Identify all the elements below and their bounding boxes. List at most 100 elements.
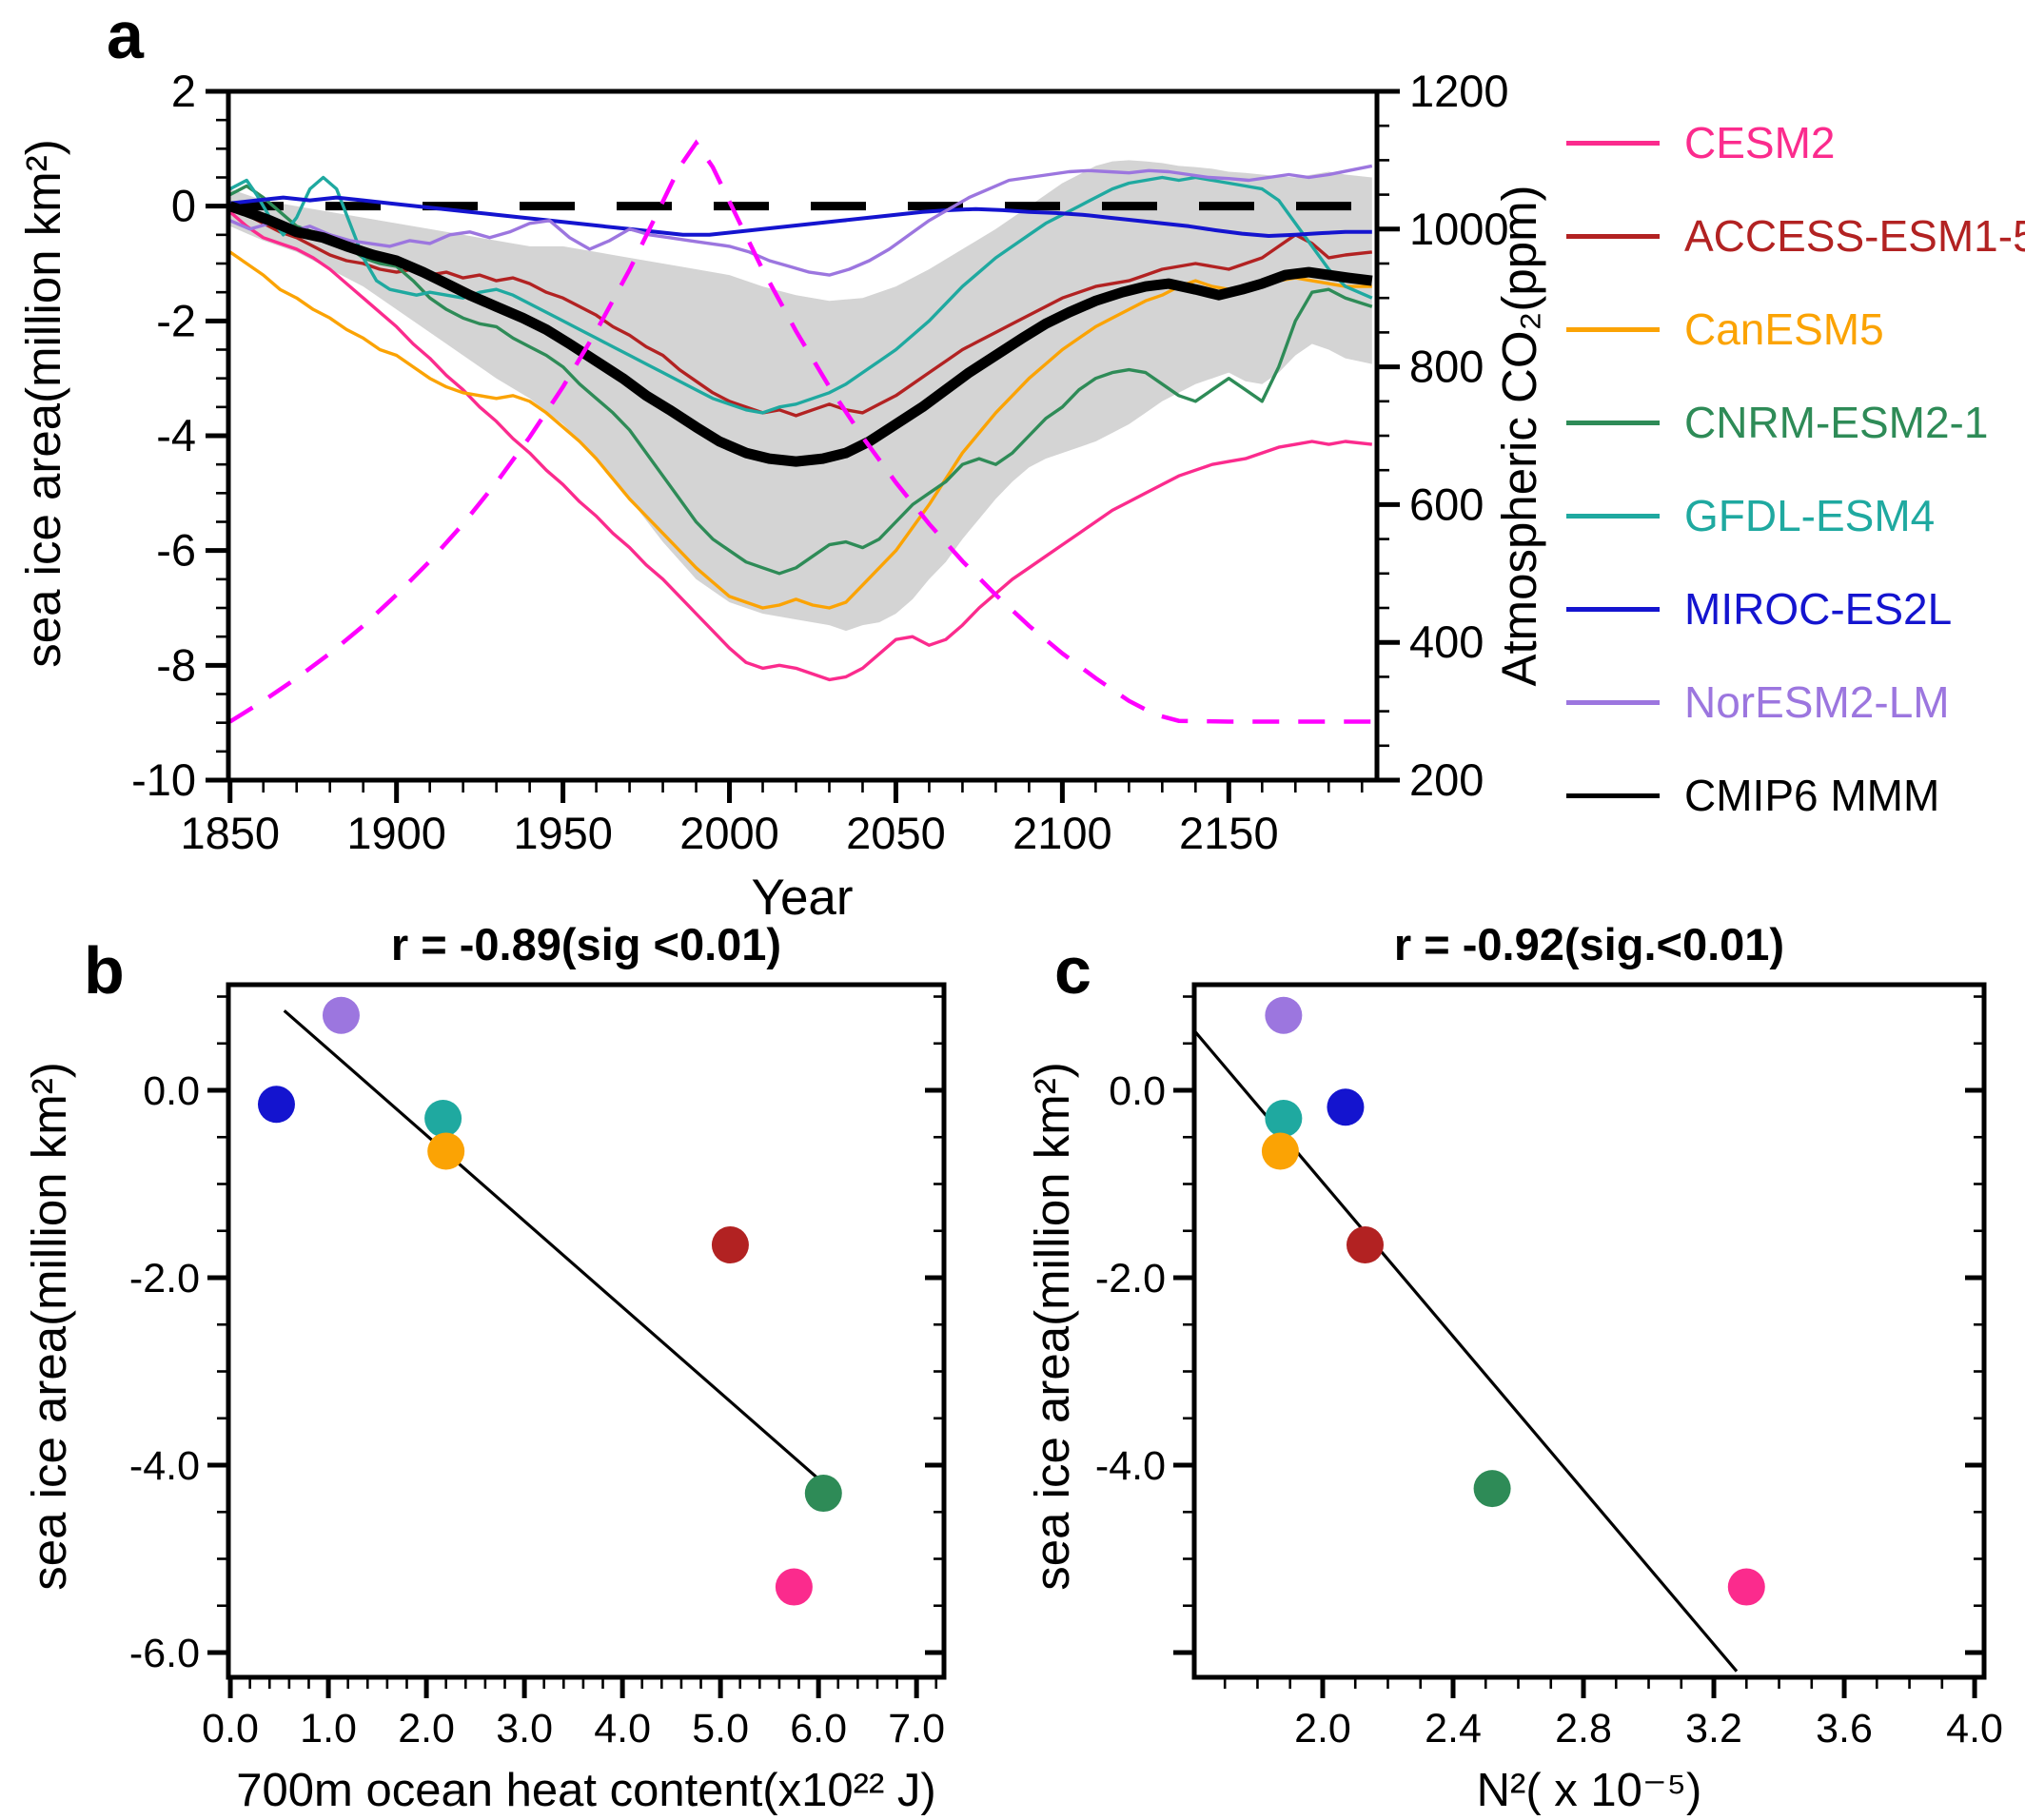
scatter-point-gfdl-esm4 [1265,1100,1303,1138]
scatter-point-miroc-es2l [1327,1088,1365,1126]
panel-a-y-axis-label: sea ice area(million km²) [16,139,70,668]
legend-item-cmip6-mmm: CMIP6 MMM [1566,749,2025,842]
model-spread-envelope [229,160,1372,632]
x-tick-label: 2.0 [1294,1706,1351,1752]
x-tick-label: 0.0 [202,1706,259,1752]
a-y-tick-label: 2 [171,66,196,116]
scatter-point-cnrm-esm2-1 [1473,1470,1511,1508]
a-y-tick-label: 0 [171,181,196,231]
scatter-point-noresm2-lm [322,996,360,1034]
panel-a-x-axis-label: Year [751,870,854,926]
panel-b-letter: b [84,933,125,1008]
x-tick-label: 2.4 [1425,1706,1482,1752]
legend-item-access-esm1-5: ACCESS-ESM1-5 [1566,189,2025,283]
a-x-tick-label: 2100 [1012,808,1112,858]
legend-label: NorESM2-LM [1684,677,1950,727]
a-y-tick-label: -8 [156,639,196,690]
scatter-point-access-esm1-5 [1346,1226,1384,1264]
y-tick-label: 0.0 [143,1068,200,1114]
a-x-tick-label: 1850 [180,808,280,858]
a-y-tick-label: -2 [156,295,196,345]
panel-frame [226,982,947,1680]
series-line-cesm2 [228,210,1372,682]
a-y-tick-label: -6 [156,525,196,576]
series-line-miroc-es2l [229,195,1372,238]
panel-a-y2-axis-label: Atmospheric CO₂(ppm) [1492,185,1546,687]
panel-b-plot: 0.0 1.0 2.0 3.0 4.0 5.0 6.0 7.0 0.0 -2.0 -4.0 -6.0 [129,982,947,1752]
legend-label: MIROC-ES2L [1684,584,1953,634]
a-x-tick-label: 1900 [346,808,446,858]
panel-a-letter: a [107,0,144,72]
series-line-noresm2-lm [229,164,1373,277]
a-y2-tick-label: 800 [1409,342,1484,392]
panel-frame [1191,982,1987,1680]
panel-a-plot: 1850 1900 1950 2000 2050 2100 2150 2 0 -2 -4 -6 -8 -1… [131,66,1509,858]
a-y2-tick-label: 400 [1409,616,1484,667]
panel-b-x-axis-label: 700m ocean heat content(x10²² J) [236,1765,936,1816]
legend-line-swatch [1566,793,1660,798]
a-y2-tick-label: 1000 [1409,204,1509,254]
panel-c-title: r = -0.92(sig.<0.01) [1393,919,1785,969]
legend-line-swatch [1566,233,1660,239]
scatter-point-gfdl-esm4 [424,1100,462,1138]
legend-label: CESM2 [1684,118,1836,167]
panel-b-y-axis-label: sea ice area(million km²) [22,1062,76,1591]
scatter-point-noresm2-lm [1265,996,1303,1034]
scatter-point-cnrm-esm2-1 [804,1475,842,1513]
scatter-point-miroc-es2l [257,1086,295,1124]
a-y-tick-label: -10 [131,754,196,805]
x-tick-label: 3.0 [496,1706,553,1752]
x-tick-label: 1.0 [300,1706,357,1752]
x-tick-label: 7.0 [888,1706,945,1752]
a-x-tick-label: 2150 [1179,808,1279,858]
a-y2-tick-label: 200 [1409,754,1484,805]
regression-line [283,1009,828,1487]
a-x-tick-label: 2050 [846,808,946,858]
a-y-tick-label: -4 [156,410,196,460]
legend-label: CanESM5 [1684,304,1884,354]
legend-line-swatch [1566,326,1660,332]
y-tick-label: -4.0 [129,1443,200,1489]
y-tick-label: 0.0 [1109,1068,1166,1114]
x-tick-label: 3.2 [1685,1706,1742,1752]
legend-item-canesm5: CanESM5 [1566,283,2025,376]
scatter-point-cesm2 [775,1568,813,1606]
x-tick-label: 4.0 [594,1706,651,1752]
x-tick-label: 2.8 [1555,1706,1612,1752]
a-y2-tick-label: 1200 [1409,66,1509,116]
panel-c-letter: c [1054,933,1091,1008]
legend-label: CNRM-ESM2-1 [1684,398,1989,447]
x-tick-label: 5.0 [692,1706,749,1752]
x-tick-label: 3.6 [1816,1706,1873,1752]
y-tick-label: -6.0 [129,1631,200,1676]
legend-item-cesm2: CESM2 [1566,96,2025,189]
legend-line-swatch [1566,606,1660,612]
series-line-gfdl-esm4 [228,175,1373,415]
a-x-tick-label: 1950 [513,808,613,858]
co2-concentration-line [228,139,1372,724]
legend: CESM2 ACCESS-ESM1-5 CanESM5 CNRM-ESM2-1 GFDL… [1566,96,2025,842]
x-tick-label: 2.0 [398,1706,455,1752]
scatter-point-canesm5 [427,1132,465,1170]
legend-line-swatch [1566,699,1660,705]
y-tick-label: -2.0 [1095,1256,1166,1301]
series-line-cnrm-esm2-1 [228,184,1373,576]
y-tick-label: -2.0 [129,1256,200,1301]
panel-c-x-axis-label: N²( x 10⁻⁵) [1476,1765,1702,1816]
legend-item-cnrm-esm2-1: CNRM-ESM2-1 [1566,376,2025,469]
legend-line-swatch [1566,140,1660,146]
legend-line-swatch [1566,513,1660,519]
x-tick-label: 6.0 [790,1706,847,1752]
a-x-tick-label: 2000 [679,808,779,858]
legend-item-miroc-es2l: MIROC-ES2L [1566,562,2025,656]
series-line-cmip6-mmm [227,201,1373,467]
legend-label: GFDL-ESM4 [1684,491,1936,540]
scatter-point-cesm2 [1727,1568,1765,1606]
panel-b-title: r = -0.89(sig <0.01) [390,919,782,969]
panel-c-plot: 2.0 2.4 2.8 3.2 3.6 4.0 0.0 -2.0 -4.0 [1095,982,2003,1752]
legend-label: CMIP6 MMM [1684,771,1940,820]
y-tick-label: -4.0 [1095,1443,1166,1489]
legend-item-noresm2-lm: NorESM2-LM [1566,656,2025,749]
